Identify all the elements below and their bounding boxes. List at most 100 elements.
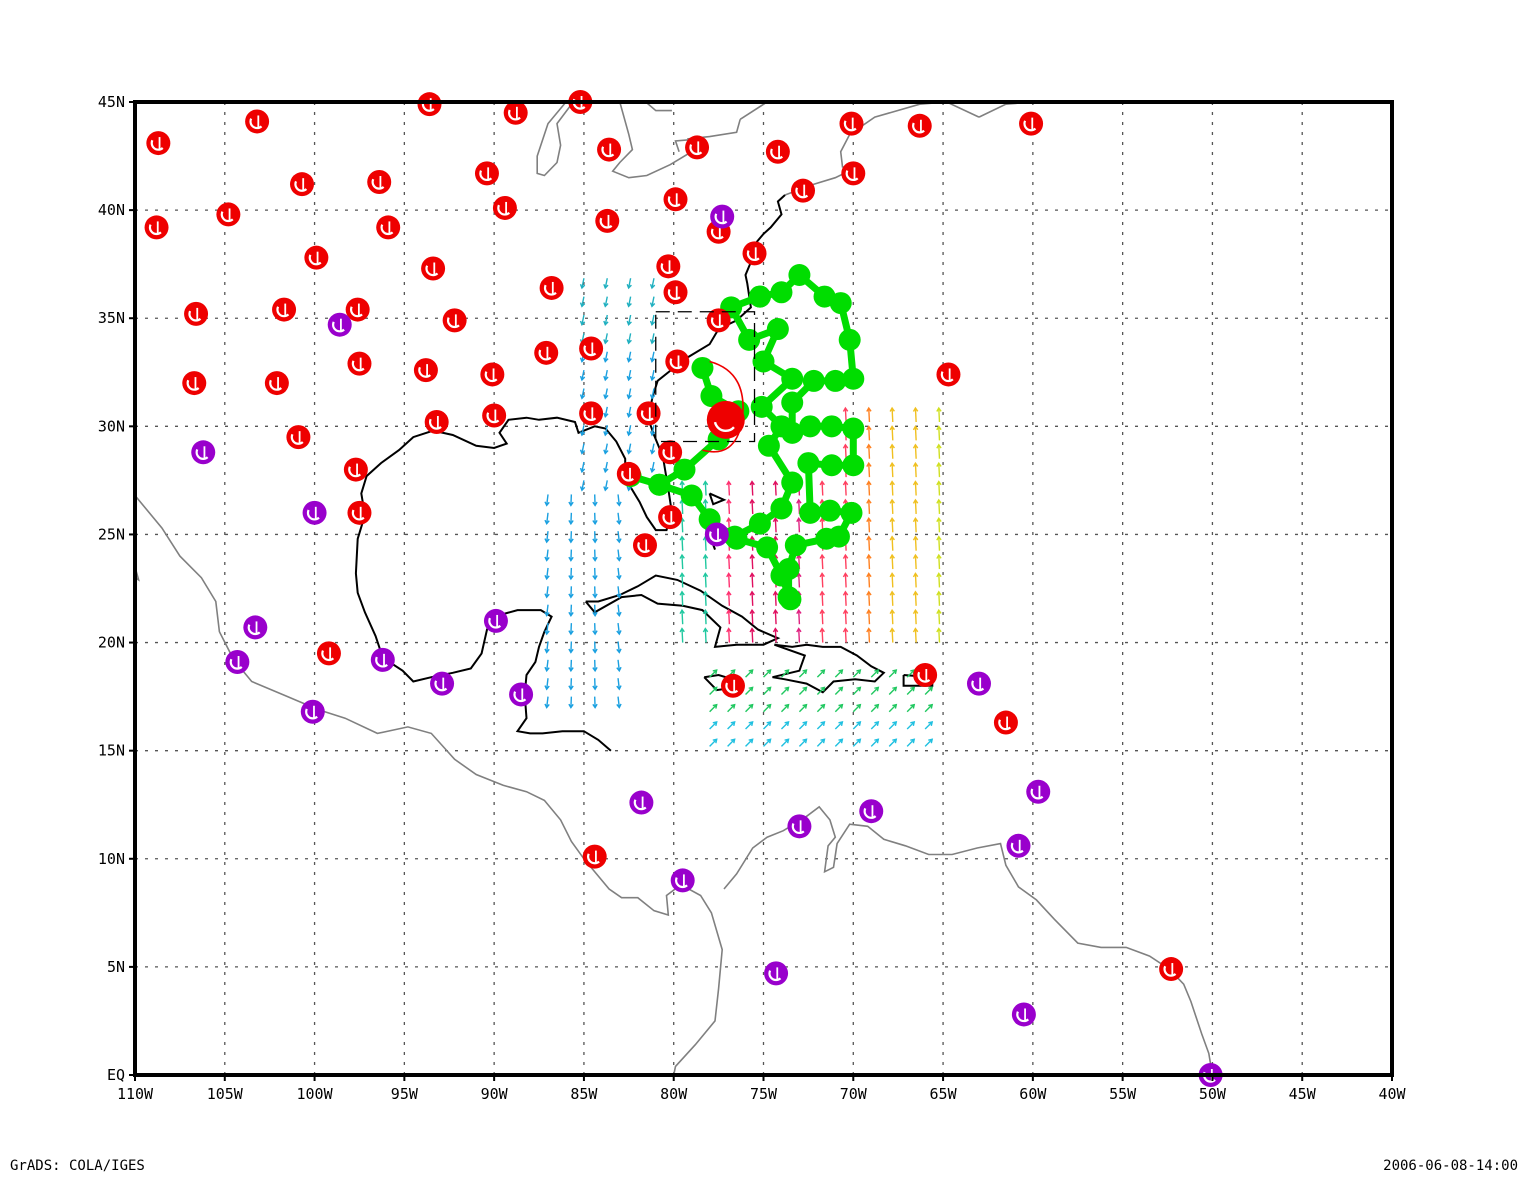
station-red (480, 362, 505, 387)
wind-arrow (889, 590, 895, 606)
wind-arrow (889, 572, 895, 588)
wind-arrow (626, 369, 632, 382)
wind-arrow (842, 443, 849, 459)
wind-arrow (544, 604, 550, 617)
y-tick-label: 20N (98, 634, 125, 652)
wind-arrow (544, 641, 550, 654)
wind-arrow (834, 721, 844, 730)
wind-arrow (626, 425, 632, 437)
wind-arrow (798, 738, 808, 747)
coastline-black (772, 643, 886, 694)
wind-arrow (796, 516, 802, 533)
wind-arrow (726, 572, 732, 588)
green-tracks (619, 263, 865, 611)
track-point (723, 525, 746, 548)
wind-arrow (889, 516, 895, 533)
station-purple (704, 522, 729, 547)
wind-arrow (603, 369, 609, 382)
track-point (770, 497, 793, 520)
wind-arrow (579, 296, 586, 308)
wind-arrow (626, 388, 632, 400)
x-tick-label: 100W (297, 1085, 334, 1103)
wind-arrow (889, 443, 895, 459)
wind-arrow (796, 608, 802, 625)
wind-arrow (579, 425, 586, 437)
x-tick-label: 50W (1199, 1085, 1227, 1103)
track-point (838, 328, 861, 351)
wind-arrow (798, 703, 808, 713)
wind-arrow (616, 586, 622, 599)
y-tick-label: 35N (98, 309, 125, 327)
station-red (582, 844, 607, 869)
wind-arrow (726, 627, 732, 643)
track-point (842, 454, 865, 477)
track-point (799, 501, 822, 524)
track-point (815, 527, 838, 550)
station-red (146, 131, 171, 156)
wind-arrow (749, 572, 755, 588)
wind-arrow (568, 659, 574, 673)
wind-arrow (866, 553, 872, 570)
station-red (1159, 957, 1184, 982)
wind-arrow (889, 461, 895, 478)
wind-arrow (592, 604, 598, 618)
station-red (839, 111, 864, 136)
wind-arrow (936, 498, 942, 514)
y-tick-label: 40N (98, 201, 125, 219)
wind-arrow (906, 686, 916, 695)
wind-arrow (745, 738, 754, 747)
wind-arrow (702, 627, 709, 643)
wind-arrow (834, 686, 844, 695)
wind-arrow (579, 443, 586, 455)
wind-arrow (579, 480, 586, 492)
x-tick-label: 80W (660, 1085, 688, 1103)
wind-arrow (544, 567, 550, 581)
wind-arrow (727, 703, 736, 713)
coastline-gray (536, 102, 574, 177)
wind-arrow (912, 553, 919, 570)
station-red (656, 254, 681, 279)
wind-arrow (603, 333, 609, 345)
wind-arrow (889, 406, 895, 423)
x-tick-label: 85W (570, 1085, 598, 1103)
wind-arrow (780, 686, 790, 695)
wind-arrow (544, 531, 550, 544)
wind-arrow (568, 696, 574, 709)
wind-arrow (616, 623, 622, 636)
station-markers (144, 90, 1223, 1087)
wind-arrow (912, 480, 919, 496)
station-red (936, 362, 961, 387)
wind-arrow (749, 608, 755, 625)
wind-arrow (544, 549, 550, 562)
wind-arrow (603, 314, 609, 327)
wind-arrow (616, 604, 622, 617)
y-tick-label: 30N (98, 417, 125, 435)
wind-arrow (649, 369, 656, 382)
station-red (304, 245, 329, 270)
station-red (841, 161, 866, 186)
wind-arrow (888, 703, 898, 713)
lat-lon-grid (135, 102, 1392, 1075)
wind-arrow (702, 590, 709, 606)
track-point (824, 369, 847, 392)
wind-arrow (616, 512, 622, 526)
wind-arrow (842, 627, 849, 643)
wind-arrow (888, 669, 898, 678)
wind-arrow (603, 461, 609, 474)
track-point (648, 473, 671, 496)
wind-arrow (870, 721, 880, 730)
wind-arrow (763, 669, 772, 678)
wind-arrow (870, 669, 880, 678)
track-point (781, 471, 804, 494)
wind-arrow (679, 572, 685, 588)
timestamp: 2006-06-08-14:00 (1383, 1158, 1518, 1174)
x-tick-label: 95W (391, 1085, 419, 1103)
wind-arrow (679, 553, 685, 570)
wind-arrow (889, 425, 895, 441)
wind-arrow (568, 604, 574, 618)
wind-arrow (579, 369, 586, 382)
coastline-gray (611, 102, 741, 179)
wind-arrow (616, 641, 622, 654)
wind-arrow (702, 480, 709, 496)
